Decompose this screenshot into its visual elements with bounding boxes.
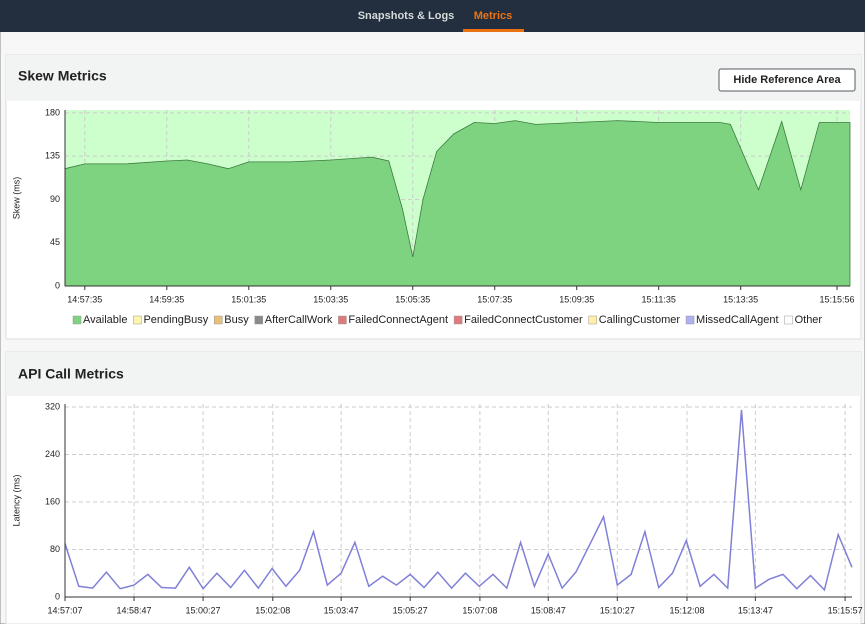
y-tick-label: 240: [45, 449, 60, 459]
y-tick-label: 80: [50, 544, 60, 554]
button-label[interactable]: Hide Reference Area: [733, 74, 841, 86]
y-tick-label: 180: [45, 107, 60, 117]
nav-tab-underline: [463, 29, 524, 32]
y-tick-label: 0: [55, 591, 60, 601]
legend-swatch: [338, 315, 347, 325]
y-tick-label: 135: [45, 151, 60, 161]
x-tick-label: 14:58:47: [117, 605, 152, 615]
legend-swatch: [254, 315, 263, 325]
legend-label: FailedConnectCustomer: [464, 314, 583, 326]
x-tick-label: 15:15:57: [828, 605, 863, 615]
area: [64, 120, 851, 287]
x-tick-label: 15:13:35: [723, 294, 758, 304]
button[interactable]: [718, 68, 856, 92]
legend-label: PendingBusy: [143, 314, 208, 326]
y-tick-label: 160: [45, 496, 60, 506]
x-tick-label: 15:15:56: [819, 294, 854, 304]
panel-title: API Call Metrics: [18, 366, 124, 382]
nav-tab[interactable]: Metrics: [474, 10, 513, 22]
x-tick-label: 14:59:35: [149, 294, 184, 304]
x-tick-label: 15:12:08: [669, 605, 704, 615]
x-tick-label: 15:13:47: [738, 605, 773, 615]
x-tick-label: 15:08:47: [531, 605, 566, 615]
x-tick-label: 15:03:47: [324, 605, 359, 615]
x-tick-label: 15:11:35: [642, 294, 676, 304]
legend-swatch: [453, 315, 463, 325]
y-tick-label: 90: [50, 194, 60, 204]
x-tick-label: 14:57:07: [47, 605, 82, 615]
legend-swatch: [588, 315, 597, 325]
y-tick-label: 320: [45, 401, 60, 411]
x-tick-label: 15:05:35: [395, 294, 430, 304]
legend-swatch: [784, 315, 793, 325]
x-tick-label: 15:02:08: [255, 605, 290, 615]
legend-swatch: [214, 315, 223, 325]
legend-swatch: [72, 315, 82, 325]
x-tick-label: 15:00:27: [186, 605, 221, 615]
x-tick-label: 15:09:35: [559, 294, 594, 304]
panel-header: [6, 352, 861, 396]
x-tick-label: 15:05:27: [393, 605, 428, 615]
legend-label: FailedConnectAgent: [348, 314, 448, 326]
legend-label: CallingCustomer: [599, 314, 681, 326]
x-tick-label: 15:01:35: [231, 294, 266, 304]
x-tick-label: 15:07:35: [477, 294, 512, 304]
y-tick-label: 0: [55, 280, 60, 290]
y-tick-label: 45: [50, 237, 60, 247]
legend-label: Available: [83, 314, 127, 326]
legend-label: MissedCallAgent: [696, 314, 779, 326]
legend-label: AfterCallWork: [265, 314, 333, 326]
x-tick-label: 15:03:35: [313, 294, 348, 304]
y-axis-label: Latency (ms): [11, 474, 21, 526]
legend-swatch: [133, 315, 142, 325]
legend-swatch: [685, 315, 695, 325]
legend-label: Busy: [224, 314, 249, 326]
legend-label: Other: [795, 314, 823, 326]
nav-tab[interactable]: Snapshots & Logs: [358, 10, 455, 22]
line: [64, 409, 853, 592]
y-axis-label: Skew (ms): [11, 177, 21, 220]
x-tick-label: 15:10:27: [600, 605, 635, 615]
panel-title: Skew Metrics: [18, 68, 107, 84]
nav-bar: [0, 0, 865, 32]
x-tick-label: 15:07:08: [462, 605, 497, 615]
x-tick-label: 14:57:35: [67, 294, 102, 304]
